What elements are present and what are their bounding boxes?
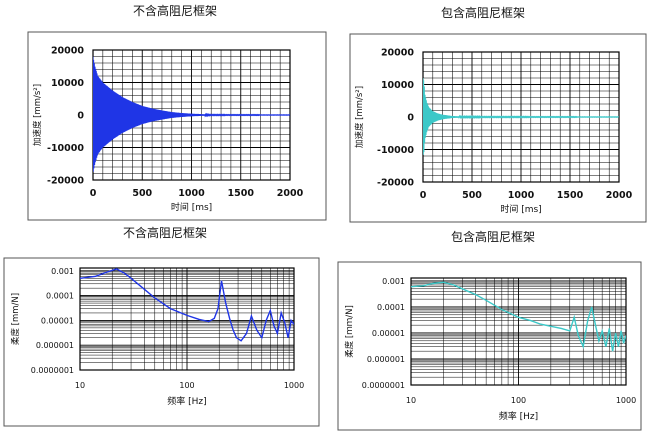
grid xyxy=(410,278,627,386)
chart-1-title: 不含高阻尼框架 xyxy=(132,4,217,18)
x-tick-label: 1000 xyxy=(178,188,205,199)
y-tick-label: 0.00001 xyxy=(41,316,74,325)
x-tick-label: 2000 xyxy=(606,190,633,201)
y-axis-label: 柔度 [mm/N] xyxy=(10,293,21,345)
chart-frame xyxy=(337,261,642,431)
x-tick-label: 1500 xyxy=(557,190,584,201)
chart-frame xyxy=(349,33,647,223)
chart-2: 0 500 1000 1500 2000 20000 10000 0 -10000 -20000 时… xyxy=(349,33,647,223)
y-tick-label: 0 xyxy=(77,111,84,122)
x-tick-label: 10 xyxy=(75,381,85,390)
x-axis-label: 时间 [ms] xyxy=(171,201,212,213)
x-tick-label: 2000 xyxy=(277,188,304,199)
y-tick-label: -10000 xyxy=(47,143,84,154)
y-tick-label: 0.0000001 xyxy=(31,366,74,375)
chart-2-title: 包含高阻尼框架 xyxy=(440,6,525,20)
y-tick-label: 10000 xyxy=(381,80,414,91)
y-tick-label: -10000 xyxy=(377,145,414,156)
y-axis-label: 加速度 [mm/s²] xyxy=(32,84,43,146)
y-axis-label: 加速度 [mm/s²] xyxy=(354,86,365,148)
y-axis-label: 柔度 [ｍｍ/N] xyxy=(344,305,355,358)
x-axis-label: 时间 [ms] xyxy=(500,203,541,215)
y-tick-label: 0.0000001 xyxy=(362,381,405,390)
y-tick-label: -20000 xyxy=(377,178,414,189)
y-tick-label: 0.000001 xyxy=(367,355,405,364)
y-tick-label: 10000 xyxy=(51,78,84,89)
chart-frame xyxy=(3,257,320,427)
x-tick-label: 100 xyxy=(511,396,526,405)
x-tick-label: 100 xyxy=(179,381,194,390)
grid xyxy=(79,268,295,371)
y-tick-label: 0.0001 xyxy=(46,292,74,301)
x-tick-label: 10 xyxy=(406,396,416,405)
chart-frame xyxy=(27,31,327,221)
y-tick-label: 0.000001 xyxy=(36,341,74,350)
x-tick-label: 500 xyxy=(132,188,152,199)
y-tick-label: 20000 xyxy=(51,46,84,57)
y-tick-label: 20000 xyxy=(381,48,414,59)
x-axis-label: 频率 [Hz] xyxy=(499,410,538,422)
x-tick-label: 0 xyxy=(90,188,97,199)
y-tick-label: 0.001 xyxy=(382,277,405,286)
chart-4: 10 100 1000 0.001 0.0001 0.00001 0.000001 0.000… xyxy=(337,261,642,431)
data-series-line xyxy=(93,56,290,172)
y-tick-label: 0.0001 xyxy=(377,303,405,312)
y-tick-label: -20000 xyxy=(47,176,84,187)
chart-3-title: 不含高阻尼框架 xyxy=(122,226,207,240)
chart-1: 0 500 1000 1500 2000 20000 10000 0 -10000 -20000 时… xyxy=(27,31,327,221)
plot-border xyxy=(410,277,627,386)
x-tick-label: 0 xyxy=(420,190,427,201)
x-tick-label: 1500 xyxy=(228,188,255,199)
x-tick-label: 1000 xyxy=(508,190,535,201)
x-tick-label: 1000 xyxy=(616,396,636,405)
data-series-line xyxy=(80,268,294,342)
y-tick-label: 0.00001 xyxy=(372,329,405,338)
chart-4-title: 包含高阻尼框架 xyxy=(450,230,535,244)
y-tick-label: 0 xyxy=(407,113,414,124)
plot-border xyxy=(79,267,295,371)
data-series-line xyxy=(411,281,626,352)
x-axis-label: 频率 [Hz] xyxy=(167,395,206,407)
x-tick-label: 1000 xyxy=(284,381,304,390)
chart-3: 10 100 1000 0.001 0.0001 0.00001 0.000001 0.000… xyxy=(3,257,320,427)
y-tick-label: 0.001 xyxy=(51,267,74,276)
x-tick-label: 500 xyxy=(462,190,482,201)
data-series-line xyxy=(423,77,619,155)
